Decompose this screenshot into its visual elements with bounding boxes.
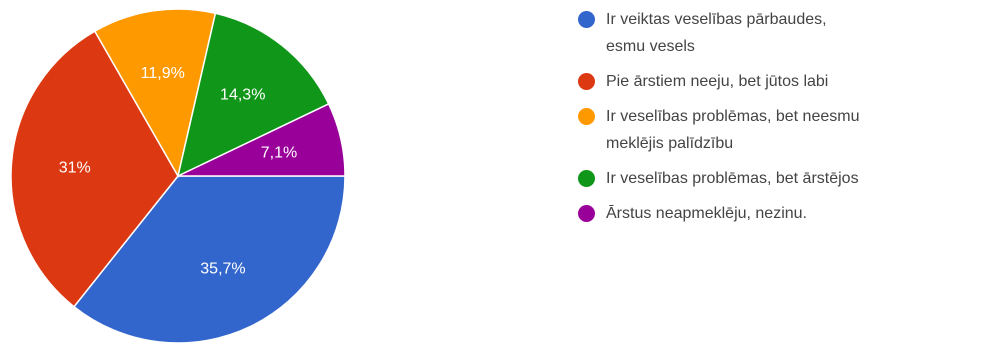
- pie-slice-0: [72, 175, 346, 344]
- legend-dot-icon: [578, 108, 595, 125]
- pie-slice-3: [176, 12, 330, 178]
- legend-dot-icon: [578, 170, 595, 187]
- slice-label-1: 31%: [59, 159, 91, 176]
- legend: Ir veiktas veselības pārbaudes, esmu vese…: [572, 6, 972, 235]
- legend-label: Ir veiktas veselības pārbaudes, esmu vese…: [606, 11, 827, 55]
- pie-slices: [10, 8, 346, 344]
- legend-item-3: Ir veselības problēmas, bet ārstējos: [572, 165, 972, 192]
- pie-slice-labels: 35,7% 31% 11,9% 14,3% 7,1%: [59, 65, 297, 278]
- legend-item-4: Ārstus neapmeklēju, nezinu.: [572, 200, 972, 227]
- legend-item-0: Ir veiktas veselības pārbaudes, esmu vese…: [572, 6, 972, 60]
- slice-label-0: 35,7%: [200, 260, 245, 277]
- legend-label: Pie ārstiem neeju, bet jūtos labi: [606, 73, 829, 90]
- legend-dot-icon: [578, 205, 595, 222]
- legend-label: Ir veselības problēmas, bet neesmu meklēj…: [606, 108, 860, 152]
- legend-item-1: Pie ārstiem neeju, bet jūtos labi: [572, 68, 972, 95]
- pie-slice-2: [93, 8, 217, 179]
- legend-dot-icon: [578, 11, 595, 28]
- pie-slice-1: [10, 30, 179, 308]
- slice-label-2: 11,9%: [141, 65, 185, 82]
- slice-label-4: 7,1%: [261, 144, 297, 161]
- legend-label: Ārstus neapmeklēju, nezinu.: [606, 205, 807, 222]
- pie-slice-4: [177, 102, 346, 177]
- legend-dot-icon: [578, 73, 595, 90]
- legend-label: Ir veselības problēmas, bet ārstējos: [606, 170, 859, 187]
- legend-item-2: Ir veselības problēmas, bet neesmu meklēj…: [572, 103, 972, 157]
- slice-label-3: 14,3%: [220, 86, 265, 103]
